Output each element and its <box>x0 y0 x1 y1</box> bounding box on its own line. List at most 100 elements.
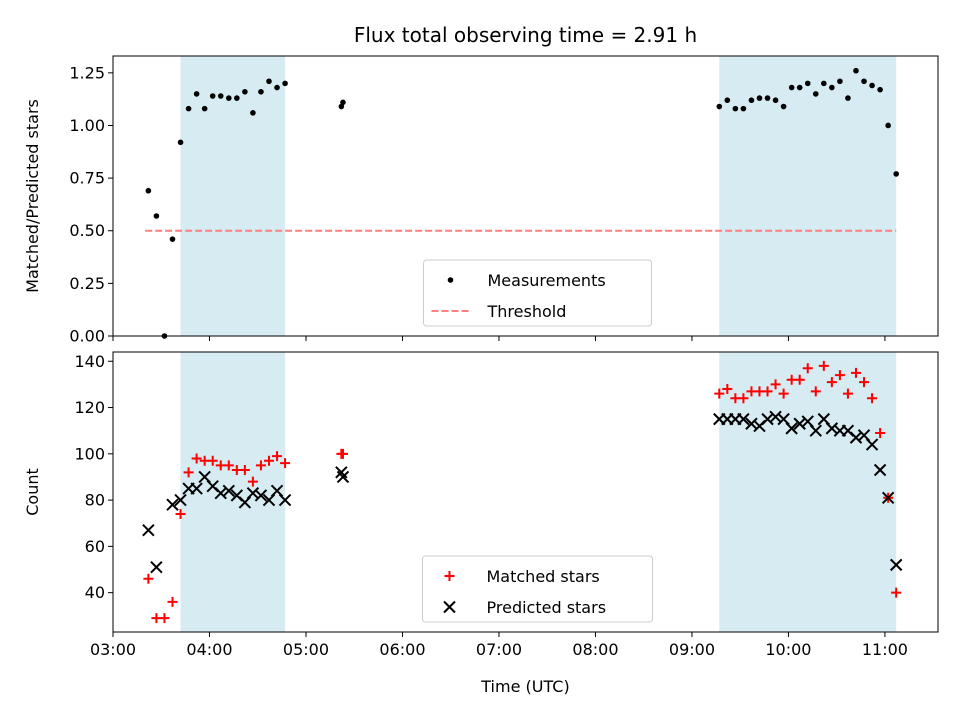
x-tick-label: 04:00 <box>186 640 232 659</box>
measurement-point <box>748 97 755 104</box>
predicted-star-point <box>254 489 268 502</box>
y-tick-label: 0.25 <box>69 274 105 293</box>
legend-box <box>423 259 652 327</box>
predicted-star-point <box>865 438 879 451</box>
y-tick-label: 0.75 <box>69 169 105 188</box>
chart-title: Flux total observing time = 2.91 h <box>354 23 697 47</box>
predicted-star-point <box>222 484 235 498</box>
axes-frame <box>112 351 939 633</box>
legend: Matched stars Predicted stars <box>422 555 653 623</box>
legend-swatch-measurements <box>447 277 454 283</box>
matched-star-point <box>738 393 749 404</box>
matched-star-point <box>859 377 870 388</box>
measurement-point <box>732 105 739 112</box>
matched-star-point <box>263 455 274 466</box>
measurement-point <box>193 91 200 97</box>
matched-star-point <box>167 596 178 607</box>
x-tick-label: 08:00 <box>572 640 618 659</box>
matched-star-point <box>207 455 218 466</box>
y-tick-label: 60 <box>85 537 105 556</box>
measurement-point <box>885 122 891 129</box>
measurement-point <box>153 213 160 219</box>
predicted-star-point <box>166 498 179 511</box>
matched-star-point <box>191 453 202 464</box>
matched-star-point <box>867 393 878 404</box>
measurement-point <box>225 95 232 101</box>
matched-star-point <box>280 458 291 469</box>
measurement-point <box>780 103 787 110</box>
matched-star-point <box>762 386 773 397</box>
measurement-point <box>242 88 248 95</box>
measurement-point <box>837 78 843 85</box>
legend-label: Predicted stars <box>487 598 607 617</box>
matched-star-point <box>247 476 258 487</box>
measurement-point <box>340 99 346 106</box>
predicted-star-point <box>809 424 822 437</box>
x-tick-label: 05:00 <box>283 640 329 659</box>
y-tick-label: 140 <box>74 352 105 371</box>
matched-star-point <box>834 370 845 381</box>
measurement-point <box>266 78 272 85</box>
matched-star-point <box>337 448 348 459</box>
measurement-point <box>282 80 288 87</box>
x-tick-label: 09:00 <box>669 640 715 659</box>
measurement-point <box>724 97 731 104</box>
y-tick-label: 0.50 <box>69 221 105 240</box>
y-tick-label: 0.00 <box>69 327 105 346</box>
measurement-point <box>716 103 723 110</box>
matched-star-point <box>722 384 733 395</box>
predicted-star-point <box>190 482 203 495</box>
predicted-star-point <box>174 493 187 507</box>
measurement-point <box>877 86 883 93</box>
observing-span-2 <box>719 352 897 632</box>
y-tick-label: 1.00 <box>69 116 105 135</box>
y-tick-label: 40 <box>85 583 105 602</box>
series-measurements <box>145 67 899 339</box>
legend-swatch-predicted <box>443 600 456 614</box>
predicted-star-point <box>745 417 758 430</box>
measurement-point <box>812 91 819 97</box>
predicted-star-point <box>849 431 863 444</box>
measurement-point <box>772 97 779 104</box>
y-tick-label: 120 <box>74 398 105 417</box>
predicted-star-point <box>881 491 895 504</box>
matched-star-point <box>818 360 829 371</box>
predicted-star-point <box>336 470 350 484</box>
matched-star-point <box>770 379 781 390</box>
series-matched-stars <box>143 360 902 624</box>
measurement-point <box>861 78 867 85</box>
matched-star-point <box>175 508 186 519</box>
measurement-point <box>185 105 192 112</box>
measurement-point <box>804 80 811 87</box>
matched-star-point <box>239 465 250 476</box>
measurement-point <box>853 67 859 74</box>
matched-star-point <box>778 388 789 399</box>
measurement-point <box>893 171 899 177</box>
predicted-star-point <box>825 422 839 435</box>
measurement-point <box>829 84 835 91</box>
matched-star-point <box>875 427 886 438</box>
measurement-point <box>250 110 256 116</box>
matched-star-point <box>802 363 813 374</box>
matched-star-point <box>143 573 154 584</box>
matched-star-point <box>159 613 170 624</box>
predicted-star-point <box>142 523 155 537</box>
predicted-star-point <box>278 493 292 507</box>
measurement-point <box>145 187 152 194</box>
predicted-star-point <box>889 558 903 572</box>
measurement-point <box>201 105 208 112</box>
legend-box <box>422 555 653 623</box>
predicted-star-point <box>793 417 806 430</box>
matched-star-point <box>183 467 194 478</box>
panel-2: 40 60 80 100 120 140 03:00 04:00 05:00 06:00 07:00… <box>23 351 939 696</box>
predicted-star-point <box>737 412 750 426</box>
matched-star-point <box>891 587 902 598</box>
x-tick-label: 06:00 <box>379 640 425 659</box>
predicted-star-point <box>150 560 163 574</box>
observing-span-1 <box>180 56 286 336</box>
panel-1: 0.00 0.25 0.50 0.75 1.00 1.25 Flux total obser… <box>23 23 939 346</box>
y-axis-label: Matched/Predicted stars <box>23 99 42 293</box>
y-tick-label: 1.25 <box>69 63 105 82</box>
y-tick-label: 80 <box>85 491 105 510</box>
